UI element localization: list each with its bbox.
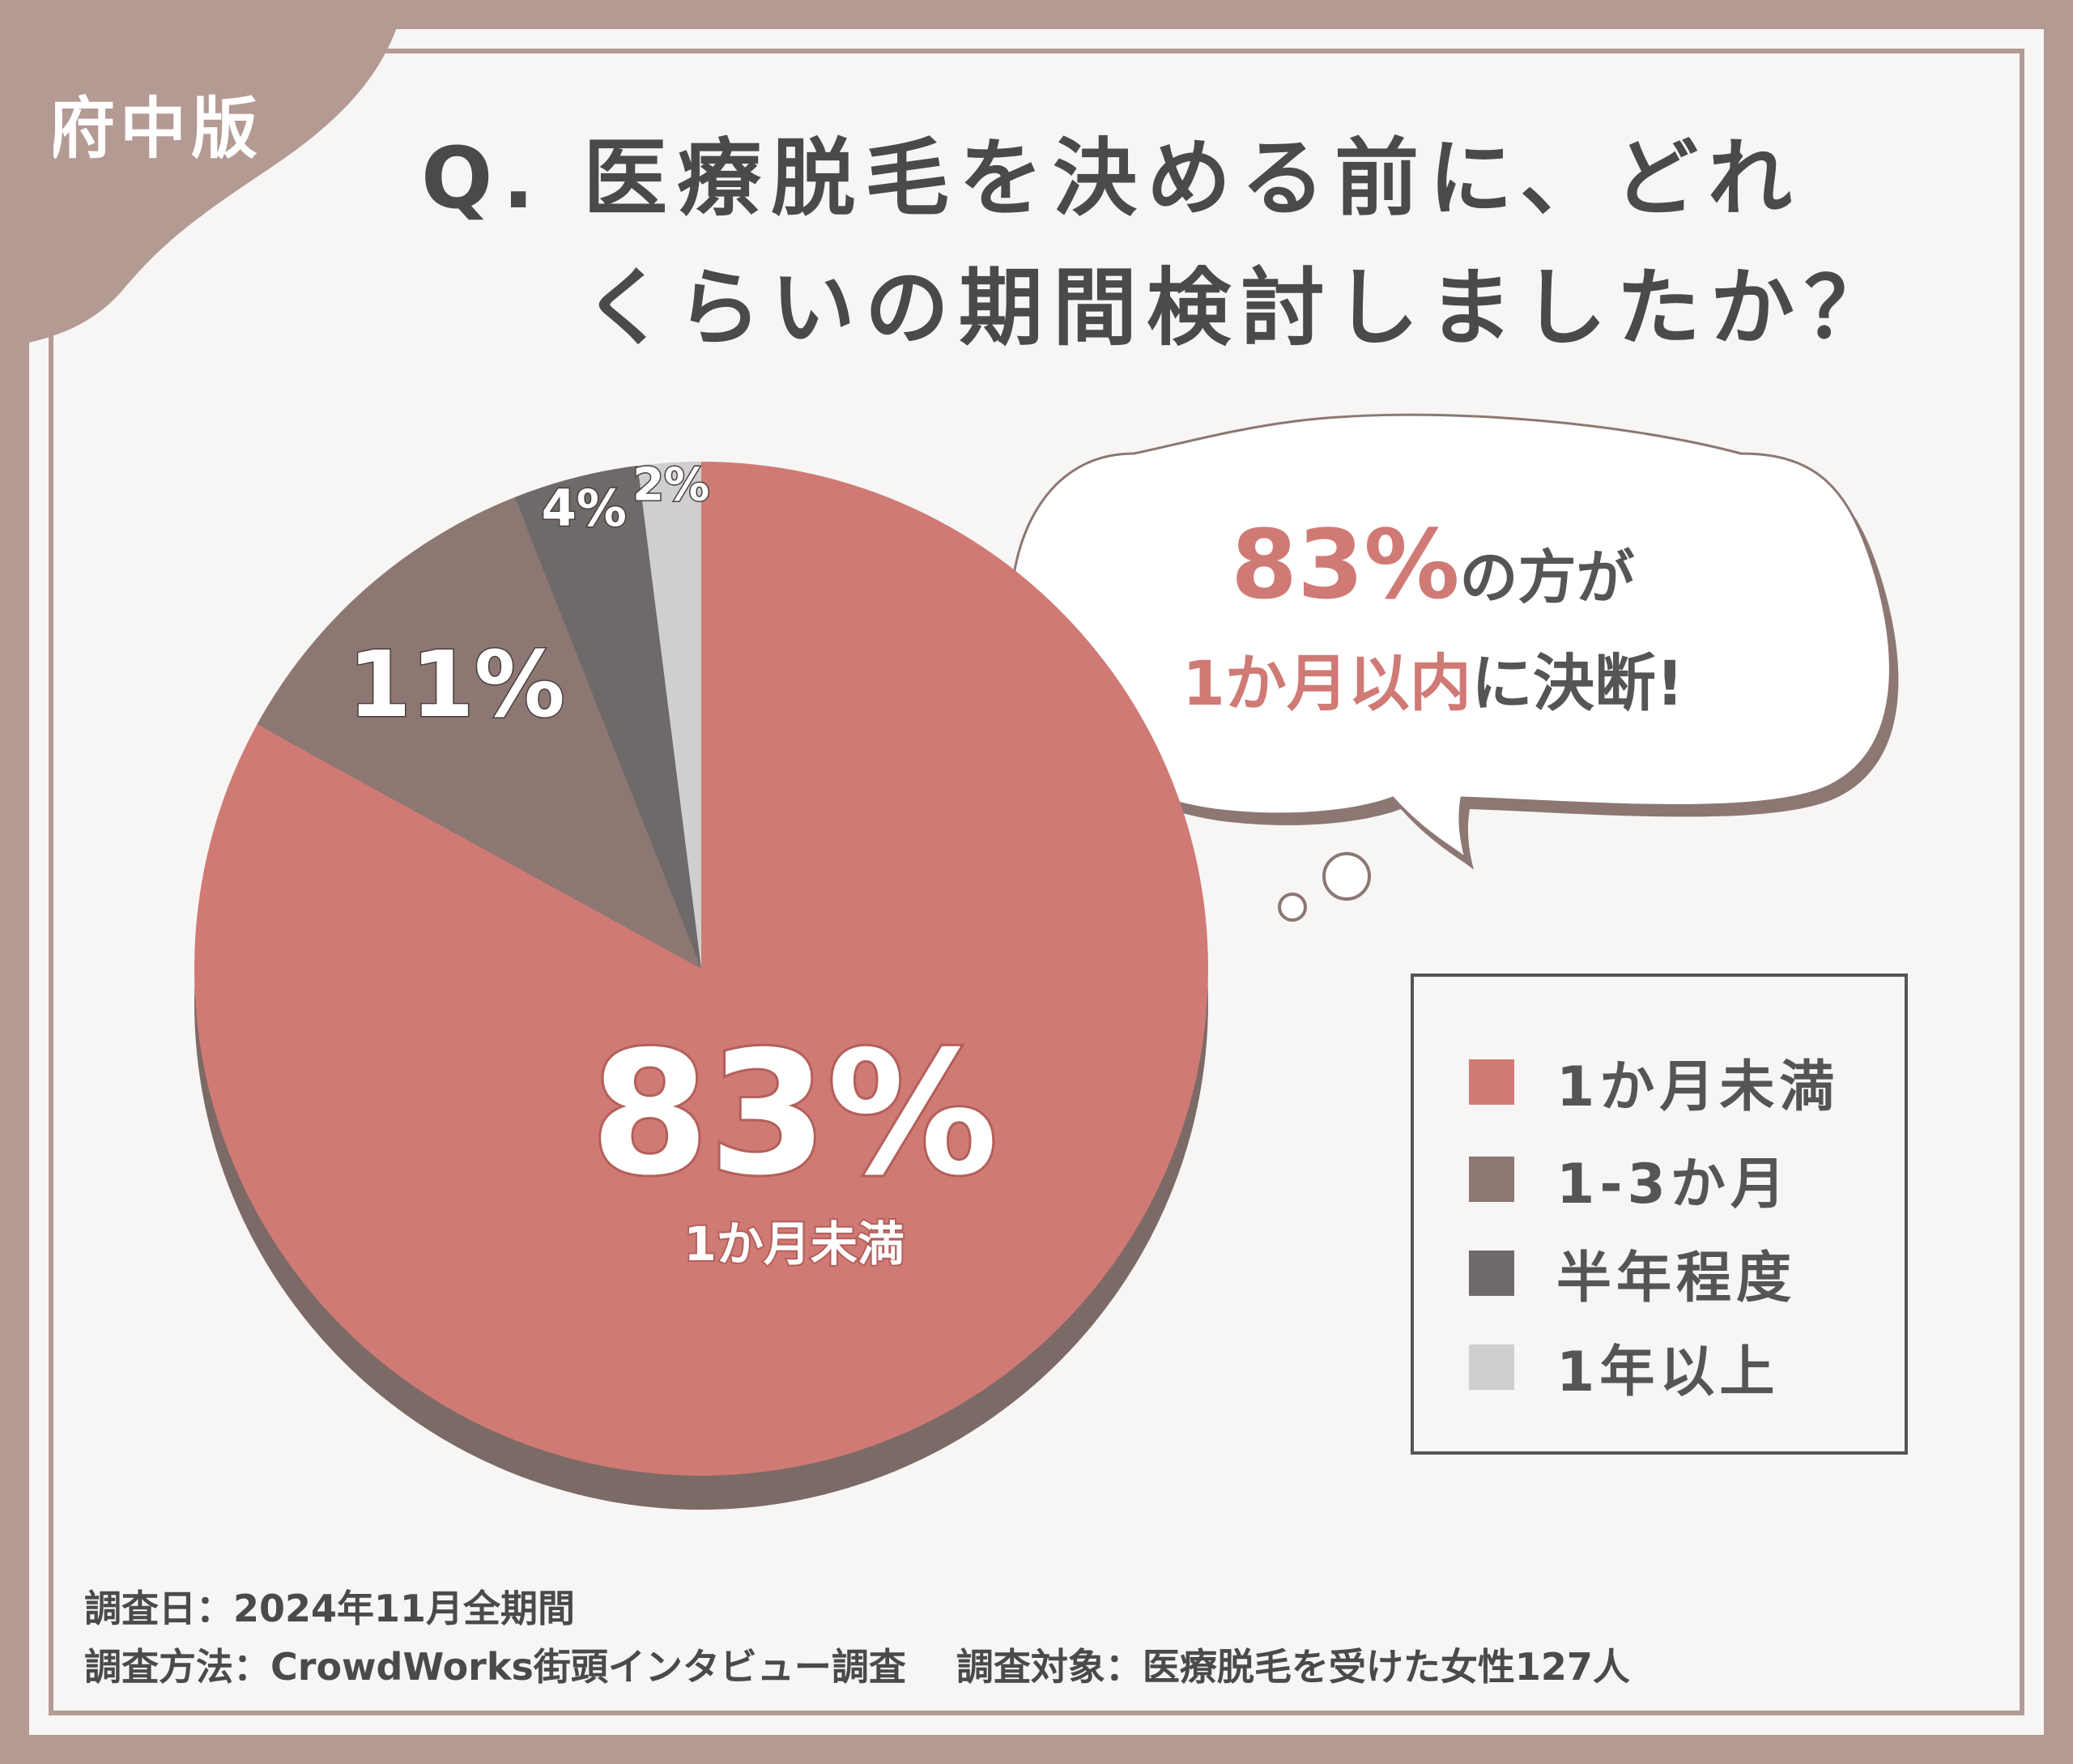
bubble-line-2-rest: に決断! bbox=[1471, 647, 1684, 719]
title-line-1: Q. 医療脱毛を決める前に、どれ bbox=[421, 129, 1803, 228]
legend-swatch-4 bbox=[1469, 1344, 1514, 1390]
legend-label-1: 1か月未満 bbox=[1556, 1055, 1840, 1119]
legend-item-1: 1か月未満 bbox=[1469, 1042, 1839, 1122]
title-line-2: くらいの期間検討しましたか？ bbox=[583, 258, 1899, 357]
bubble-line-1-rest: の方が bbox=[1459, 543, 1635, 611]
survey-date: 調査日：2024年11月全期間 bbox=[84, 1587, 576, 1630]
pie-label-4: 2% bbox=[632, 459, 709, 512]
region-badge: 府中版 bbox=[49, 91, 263, 168]
legend-item-2: 1-3か月 bbox=[1469, 1139, 1790, 1219]
legend-label-2: 1-3か月 bbox=[1556, 1153, 1790, 1216]
bubble-accent-period: 1か月以内 bbox=[1182, 647, 1471, 719]
legend: 1か月未満 1-3か月 半年程度 1年以上 bbox=[1411, 974, 1908, 1455]
bubble-line-2: 1か月以内に決断! bbox=[1182, 633, 1684, 722]
pie-slice-1 bbox=[194, 462, 1208, 1476]
legend-item-3: 半年程度 bbox=[1469, 1233, 1796, 1313]
pie-slice-4 bbox=[637, 462, 701, 969]
pie-label-3: 4% bbox=[542, 479, 627, 538]
legend-swatch-3 bbox=[1469, 1250, 1514, 1296]
bubble-percent: 83% bbox=[1231, 509, 1460, 620]
legend-label-4: 1年以上 bbox=[1556, 1340, 1780, 1404]
pie-slice-2 bbox=[257, 496, 701, 969]
speech-bubble bbox=[1010, 413, 1899, 922]
pie-label-2: 11% bbox=[348, 633, 565, 738]
chart-title: Q. 医療脱毛を決める前に、どれ くらいの期間検討しましたか？ bbox=[421, 113, 1898, 373]
legend-swatch-1 bbox=[1469, 1059, 1514, 1105]
pie-main-caption: 1か月未満 bbox=[684, 1216, 905, 1272]
pie-label-1: 83% bbox=[590, 1015, 998, 1213]
legend-item-4: 1年以上 bbox=[1469, 1327, 1779, 1407]
legend-swatch-2 bbox=[1469, 1156, 1514, 1202]
legend-label-3: 半年程度 bbox=[1556, 1246, 1797, 1310]
bubble-line-1: 83%の方が bbox=[1231, 509, 1634, 620]
survey-method-target: 調査方法：CrowdWorks街頭インタビュー調査 調査対象：医療脱毛を受けた女… bbox=[84, 1645, 1630, 1689]
badge-corner bbox=[0, 0, 405, 348]
pie-slice-3 bbox=[514, 465, 701, 969]
